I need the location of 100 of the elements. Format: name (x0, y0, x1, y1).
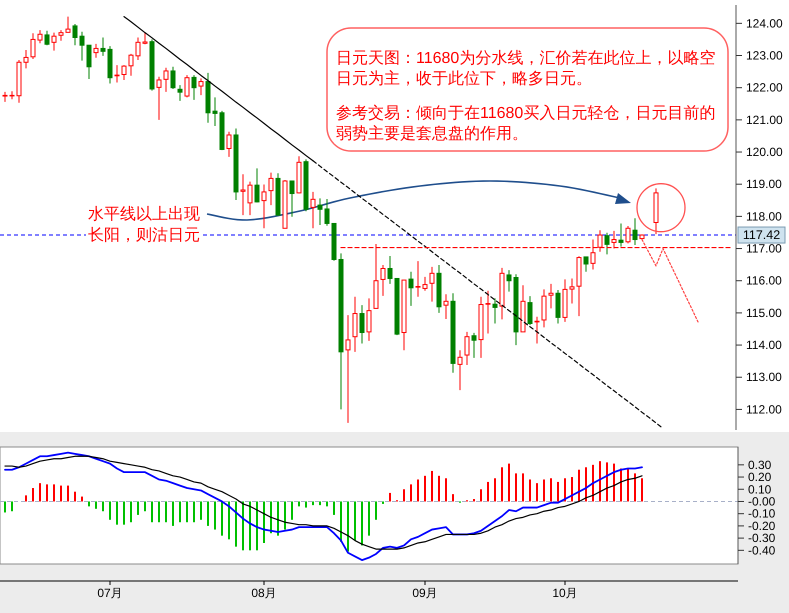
candlestick (310, 191, 316, 229)
y-tick-label: 114.00 (746, 338, 782, 352)
bar (585, 467, 587, 502)
x-tick-label: 08月 (251, 586, 277, 600)
candlestick (360, 304, 364, 344)
bar (389, 492, 391, 502)
bar (431, 470, 433, 502)
bar (424, 476, 426, 502)
bar (375, 501, 377, 520)
bar (151, 501, 153, 522)
bar (235, 501, 237, 547)
candlestick (366, 298, 372, 342)
bar (270, 501, 272, 534)
y-tick-label: 0.20 (748, 470, 772, 484)
bar (361, 501, 363, 546)
bar (382, 501, 384, 504)
bar (312, 501, 314, 506)
bar (263, 501, 265, 543)
candlestick (24, 50, 28, 69)
bar (25, 495, 27, 502)
candlestick (556, 290, 560, 324)
bar (347, 501, 349, 552)
annotation: 参考交易：倾向于在11680买入日元轻仓，日元目前的弱势主要是套息盘的作用。 (336, 104, 716, 142)
bar (480, 489, 482, 502)
bar (60, 486, 62, 502)
bar (137, 501, 139, 515)
y-tick-label: 116.00 (746, 274, 782, 288)
bar (487, 482, 489, 502)
y-tick-label: -0.30 (748, 531, 776, 546)
y-tick-label: 113.00 (746, 370, 782, 384)
candlestick (506, 270, 512, 292)
y-tick-label: 0.30 (748, 458, 772, 472)
y-tick-label: 120.00 (746, 145, 784, 160)
candlestick (212, 96, 218, 126)
bar (242, 501, 244, 550)
bar (508, 464, 510, 502)
bar (116, 501, 118, 525)
candlestick (164, 67, 168, 92)
candlestick (234, 128, 238, 200)
bar (403, 489, 405, 502)
bar (214, 501, 216, 530)
candlestick (570, 278, 574, 304)
y-tick-label: 117.00 (746, 242, 782, 256)
y-tick-label: -0.10 (748, 506, 776, 521)
candlestick (408, 271, 414, 306)
y-tick-label: 118.00 (746, 209, 782, 224)
bar (599, 461, 601, 502)
bar (305, 501, 307, 508)
candlestick (346, 314, 350, 424)
bar (123, 501, 125, 525)
bar (200, 501, 202, 520)
candlestick (262, 184, 266, 229)
candlestick (352, 296, 358, 352)
bar (207, 501, 209, 526)
bar (536, 483, 538, 502)
bar (179, 501, 181, 522)
bar (410, 484, 412, 502)
bar (298, 501, 300, 506)
bar (501, 467, 503, 502)
bar (130, 501, 132, 522)
bar (417, 479, 419, 502)
bar (606, 462, 608, 502)
bar (32, 488, 34, 502)
candlestick (240, 174, 246, 216)
bar (522, 473, 524, 502)
bar (158, 501, 160, 522)
bar (578, 470, 580, 502)
bar (88, 501, 90, 506)
candlestick (268, 172, 274, 206)
bar (641, 478, 643, 502)
candlestick (450, 292, 456, 374)
bar (445, 478, 447, 502)
bar (333, 501, 335, 515)
bar (564, 478, 566, 502)
candlestick (388, 255, 392, 284)
bar (249, 501, 251, 550)
bar (326, 501, 328, 506)
bar (557, 482, 559, 502)
candlestick (444, 294, 448, 320)
annotation: 日元天图：11680为分水线，汇价若在此位上，以略空日元为主，收于此位下，略多日元。 (336, 49, 716, 88)
bar (291, 501, 293, 520)
bar (571, 477, 573, 502)
bar (340, 501, 342, 542)
bar (627, 468, 629, 502)
bar (46, 484, 48, 502)
ref-line-label: 117.42 (742, 228, 780, 242)
bar (438, 476, 440, 502)
bar (613, 464, 615, 502)
bar (452, 494, 454, 502)
y-tick-label: 0.10 (748, 482, 772, 496)
bar (620, 468, 622, 502)
y-tick-label: -0.20 (748, 518, 776, 533)
bar (543, 479, 545, 502)
bar (67, 486, 69, 502)
y-tick-label: 123.00 (746, 48, 784, 63)
bar (186, 501, 188, 522)
bar (634, 473, 636, 502)
candlestick (436, 264, 442, 314)
bar (39, 483, 41, 502)
bar (221, 501, 223, 536)
